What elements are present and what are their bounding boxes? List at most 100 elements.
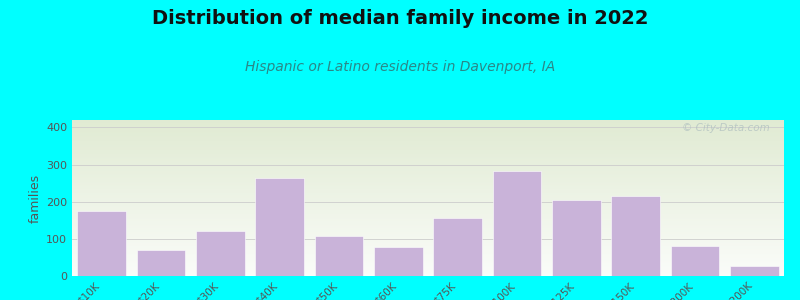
- Bar: [72, 120, 784, 121]
- Bar: [72, 136, 784, 137]
- Text: © City-Data.com: © City-Data.com: [682, 123, 770, 133]
- Bar: [72, 198, 784, 199]
- Bar: [72, 239, 784, 240]
- Bar: [72, 219, 784, 220]
- Bar: [72, 182, 784, 183]
- Bar: [670, 245, 719, 276]
- Bar: [72, 147, 784, 148]
- Bar: [72, 122, 784, 123]
- Bar: [72, 202, 784, 203]
- Bar: [72, 201, 784, 202]
- Bar: [72, 145, 784, 146]
- Bar: [72, 245, 784, 246]
- Bar: [72, 268, 784, 269]
- Bar: [72, 247, 784, 248]
- Bar: [72, 221, 784, 222]
- Bar: [72, 254, 784, 255]
- Bar: [72, 216, 784, 217]
- Bar: [196, 231, 245, 276]
- Bar: [72, 249, 784, 250]
- Bar: [72, 166, 784, 167]
- Bar: [72, 213, 784, 214]
- Bar: [72, 209, 784, 210]
- Bar: [72, 186, 784, 187]
- Bar: [72, 223, 784, 224]
- Bar: [72, 248, 784, 249]
- Bar: [72, 175, 784, 176]
- Bar: [72, 162, 784, 163]
- Bar: [374, 247, 422, 276]
- Bar: [72, 212, 784, 213]
- Bar: [72, 187, 784, 188]
- Bar: [72, 151, 784, 152]
- Bar: [72, 161, 784, 162]
- Bar: [72, 256, 784, 257]
- Bar: [72, 148, 784, 149]
- Bar: [72, 227, 784, 228]
- Bar: [72, 233, 784, 234]
- Bar: [255, 178, 304, 276]
- Bar: [72, 200, 784, 201]
- Bar: [72, 121, 784, 122]
- Bar: [72, 251, 784, 252]
- Bar: [72, 220, 784, 221]
- Bar: [72, 262, 784, 263]
- Y-axis label: families: families: [29, 173, 42, 223]
- Bar: [72, 242, 784, 243]
- Bar: [72, 218, 784, 219]
- Bar: [730, 266, 778, 276]
- Bar: [72, 243, 784, 244]
- Bar: [72, 217, 784, 218]
- Bar: [72, 152, 784, 153]
- Bar: [611, 196, 660, 276]
- Bar: [72, 234, 784, 235]
- Bar: [72, 131, 784, 132]
- Bar: [72, 265, 784, 266]
- Bar: [72, 169, 784, 170]
- Bar: [72, 170, 784, 171]
- Bar: [72, 225, 784, 226]
- Bar: [72, 272, 784, 273]
- Bar: [72, 146, 784, 147]
- Bar: [72, 129, 784, 130]
- Bar: [552, 200, 601, 276]
- Bar: [72, 164, 784, 165]
- Bar: [72, 179, 784, 180]
- Bar: [72, 150, 784, 151]
- Bar: [72, 181, 784, 182]
- Bar: [72, 155, 784, 156]
- Bar: [72, 222, 784, 223]
- Bar: [72, 224, 784, 225]
- Bar: [72, 269, 784, 270]
- Bar: [72, 238, 784, 239]
- Bar: [72, 168, 784, 169]
- Bar: [72, 274, 784, 275]
- Bar: [72, 176, 784, 177]
- Bar: [72, 167, 784, 168]
- Bar: [72, 191, 784, 192]
- Bar: [72, 267, 784, 268]
- Bar: [72, 207, 784, 208]
- Bar: [72, 126, 784, 127]
- Bar: [72, 149, 784, 150]
- Bar: [72, 197, 784, 198]
- Bar: [72, 133, 784, 134]
- Bar: [72, 211, 784, 212]
- Bar: [72, 153, 784, 154]
- Bar: [72, 143, 784, 144]
- Bar: [72, 275, 784, 276]
- Bar: [72, 253, 784, 254]
- Bar: [72, 138, 784, 139]
- Bar: [72, 214, 784, 215]
- Bar: [72, 204, 784, 205]
- Bar: [72, 236, 784, 237]
- Bar: [72, 184, 784, 185]
- Bar: [72, 210, 784, 211]
- Bar: [434, 218, 482, 276]
- Bar: [72, 230, 784, 231]
- Bar: [72, 215, 784, 216]
- Bar: [72, 124, 784, 125]
- Bar: [72, 208, 784, 209]
- Bar: [137, 250, 186, 276]
- Bar: [72, 185, 784, 186]
